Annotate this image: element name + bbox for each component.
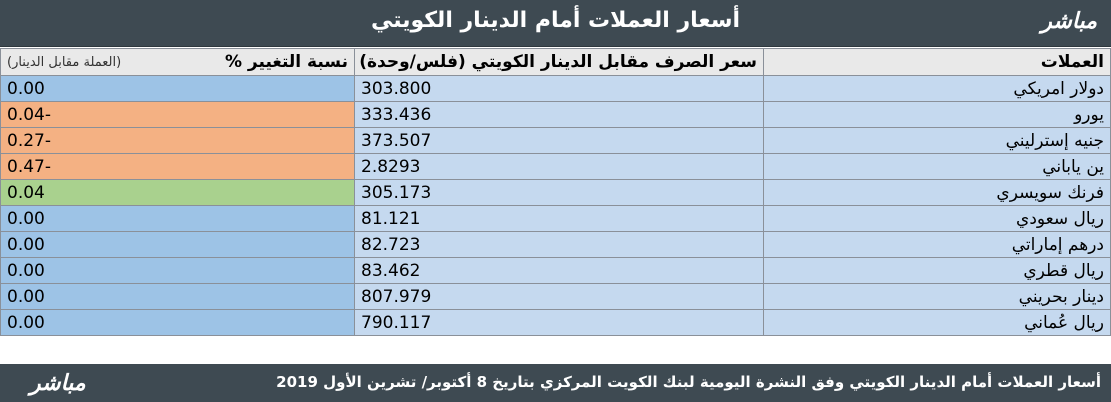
table-header-row: العملات سعر الصرف مقابل الدينار الكويتي …	[0, 48, 1111, 76]
rate-cell: 2.8293	[354, 153, 764, 180]
change-cell: 0.00	[0, 205, 355, 232]
page-title: أسعار العملات أمام الدينار الكويتي	[370, 8, 741, 33]
currency-cell: دولار امريكي	[763, 75, 1111, 102]
mubasher-logo: مباشر	[1041, 8, 1098, 34]
rate-cell: 82.723	[354, 231, 764, 258]
currency-table: العملات سعر الصرف مقابل الدينار الكويتي …	[0, 48, 1111, 336]
rate-cell: 83.462	[354, 257, 764, 284]
table-row: ريال عُماني 790.117 0.00	[0, 309, 1111, 336]
rate-cell: 303.800	[354, 75, 764, 102]
change-cell: 0.00	[0, 231, 355, 258]
table-row: يورو 333.436 -0.04	[0, 101, 1111, 128]
change-cell: -0.04	[0, 101, 355, 128]
change-cell: 0.00	[0, 283, 355, 310]
table-row: ين ياباني 2.8293 -0.47	[0, 153, 1111, 180]
table-row: ريال قطري 83.462 0.00	[0, 257, 1111, 284]
table-row: ريال سعودي 81.121 0.00	[0, 205, 1111, 232]
rate-cell: 790.117	[354, 309, 764, 336]
rate-cell: 333.436	[354, 101, 764, 128]
change-cell: -0.47	[0, 153, 355, 180]
change-cell: 0.00	[0, 75, 355, 102]
title-bar: مباشر أسعار العملات أمام الدينار الكويتي	[0, 0, 1111, 47]
change-cell: 0.00	[0, 257, 355, 284]
rate-cell: 807.979	[354, 283, 764, 310]
column-header-change-label: نسبة التغيير %	[224, 52, 348, 72]
column-header-currency: العملات	[763, 48, 1111, 76]
change-cell: -0.27	[0, 127, 355, 154]
currency-cell: ين ياباني	[763, 153, 1111, 180]
table-row: فرنك سويسري 305.173 0.04	[0, 179, 1111, 206]
column-header-change-note: (العملة مقابل الدينار)	[7, 55, 122, 70]
currency-cell: ريال سعودي	[763, 205, 1111, 232]
column-header-rate: سعر الصرف مقابل الدينار الكويتي (فلس/وحد…	[354, 48, 764, 76]
table-row: درهم إماراتي 82.723 0.00	[0, 231, 1111, 258]
footer-bar: مباشر أسعار العملات أمام الدينار الكويتي…	[0, 364, 1111, 402]
table-row: جنيه إسترليني 373.507 -0.27	[0, 127, 1111, 154]
column-header-change: نسبة التغيير % (العملة مقابل الدينار)	[0, 48, 355, 76]
currency-cell: درهم إماراتي	[763, 231, 1111, 258]
rate-cell: 81.121	[354, 205, 764, 232]
currency-cell: جنيه إسترليني	[763, 127, 1111, 154]
currency-cell: يورو	[763, 101, 1111, 128]
currency-cell: ريال عُماني	[763, 309, 1111, 336]
currency-cell: فرنك سويسري	[763, 179, 1111, 206]
rate-cell: 305.173	[354, 179, 764, 206]
change-cell: 0.00	[0, 309, 355, 336]
table-row: دينار بحريني 807.979 0.00	[0, 283, 1111, 310]
rate-cell: 373.507	[354, 127, 764, 154]
table-row: دولار امريكي 303.800 0.00	[0, 75, 1111, 102]
footer-note: أسعار العملات أمام الدينار الكويتي وفق ا…	[276, 373, 1101, 391]
currency-cell: ريال قطري	[763, 257, 1111, 284]
change-cell: 0.04	[0, 179, 355, 206]
mubasher-logo-footer: مباشر	[30, 370, 87, 396]
currency-cell: دينار بحريني	[763, 283, 1111, 310]
